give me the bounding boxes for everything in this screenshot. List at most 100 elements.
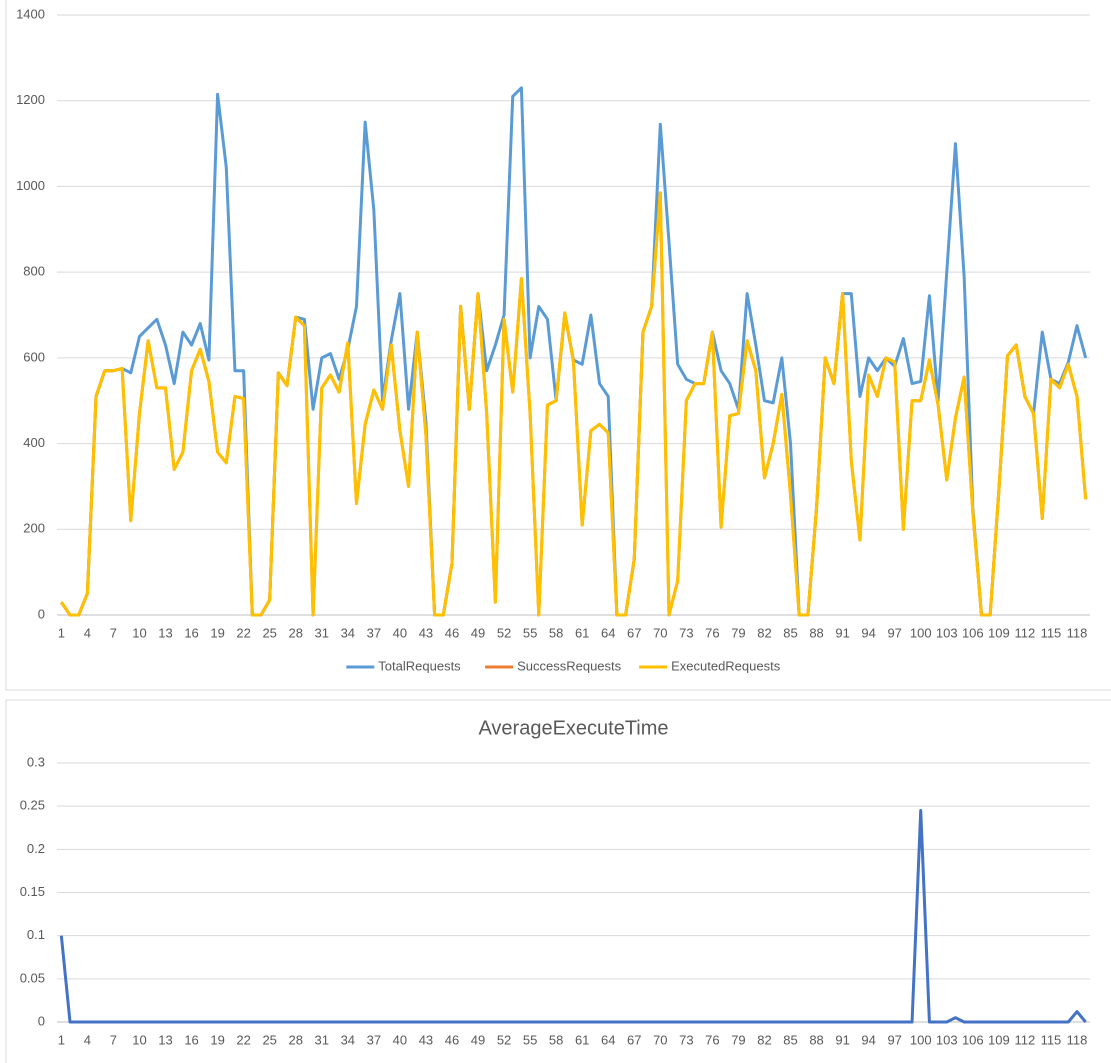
x-tick-label: 25 (262, 625, 276, 640)
legend-label: ExecutedRequests (671, 658, 781, 673)
y-tick-label: 0.2 (27, 841, 45, 856)
x-tick-label: 85 (783, 625, 797, 640)
x-tick-label: 7 (110, 625, 117, 640)
x-tick-label: 49 (471, 1032, 485, 1047)
x-tick-label: 31 (315, 625, 329, 640)
chart-frame (5, 699, 1111, 1063)
y-tick-label: 0.05 (20, 970, 45, 985)
y-tick-label: 0.25 (20, 798, 45, 813)
y-tick-label: 0 (38, 606, 45, 621)
x-tick-label: 106 (962, 1032, 984, 1047)
x-tick-label: 61 (575, 1032, 589, 1047)
x-tick-label: 91 (835, 1032, 849, 1047)
y-tick-label: 0 (38, 1013, 45, 1028)
x-tick-label: 115 (1041, 625, 1062, 640)
x-tick-label: 112 (1015, 1032, 1036, 1047)
y-tick-label: 0.1 (27, 927, 45, 942)
y-tick-label: 1200 (16, 92, 45, 107)
x-tick-label: 73 (679, 625, 693, 640)
x-tick-label: 31 (315, 1032, 329, 1047)
x-tick-label: 22 (236, 625, 250, 640)
series-line (60, 191, 1088, 617)
x-tick-label: 82 (757, 625, 771, 640)
x-tick-label: 67 (627, 625, 641, 640)
x-tick-label: 73 (679, 1032, 693, 1047)
x-tick-label: 43 (419, 625, 433, 640)
y-tick-label: 0.3 (27, 754, 45, 769)
x-tick-label: 28 (288, 625, 302, 640)
x-tick-label: 100 (910, 625, 932, 640)
x-tick-label: 52 (497, 1032, 511, 1047)
x-tick-label: 112 (1015, 625, 1036, 640)
x-tick-label: 34 (341, 625, 355, 640)
x-tick-label: 79 (731, 625, 745, 640)
x-tick-label: 7 (110, 1032, 117, 1047)
x-tick-label: 88 (809, 1032, 823, 1047)
x-tick-label: 58 (549, 1032, 563, 1047)
x-tick-label: 103 (936, 625, 958, 640)
x-tick-label: 16 (184, 1032, 198, 1047)
x-tick-label: 109 (988, 625, 1010, 640)
x-tick-label: 76 (705, 625, 719, 640)
x-tick-label: 55 (523, 625, 537, 640)
x-tick-label: 37 (367, 625, 381, 640)
x-tick-label: 34 (341, 1032, 355, 1047)
series-line (59, 808, 1087, 1024)
chart-title: AverageExecuteTime (478, 717, 668, 739)
x-tick-label: 25 (262, 1032, 276, 1047)
x-tick-label: 103 (936, 1032, 958, 1047)
series-line (60, 191, 1088, 617)
x-tick-label: 70 (653, 1032, 667, 1047)
x-tick-label: 46 (445, 1032, 459, 1047)
x-tick-label: 16 (184, 625, 198, 640)
x-tick-label: 40 (393, 625, 407, 640)
chart-frame (5, 0, 1111, 691)
x-tick-label: 10 (132, 625, 146, 640)
y-tick-label: 800 (23, 264, 45, 279)
x-tick-label: 19 (210, 1032, 224, 1047)
x-tick-label: 67 (627, 1032, 641, 1047)
x-tick-label: 4 (84, 1032, 91, 1047)
x-tick-label: 82 (757, 1032, 771, 1047)
y-tick-label: 400 (23, 435, 45, 450)
x-tick-label: 94 (861, 625, 875, 640)
x-tick-label: 4 (84, 625, 91, 640)
y-tick-label: 1000 (16, 178, 45, 193)
x-tick-label: 109 (988, 1032, 1010, 1047)
x-tick-label: 43 (419, 1032, 433, 1047)
x-tick-label: 118 (1067, 625, 1088, 640)
x-tick-label: 58 (549, 625, 563, 640)
x-tick-label: 94 (861, 1032, 875, 1047)
x-tick-label: 37 (367, 1032, 381, 1047)
x-tick-label: 85 (783, 1032, 797, 1047)
x-tick-label: 64 (601, 1032, 615, 1047)
y-tick-label: 0.15 (20, 884, 45, 899)
x-tick-label: 46 (445, 625, 459, 640)
y-tick-label: 600 (23, 349, 45, 364)
x-tick-label: 1 (58, 1032, 65, 1047)
x-tick-label: 106 (962, 625, 984, 640)
x-tick-label: 28 (288, 1032, 302, 1047)
x-tick-label: 10 (132, 1032, 146, 1047)
x-tick-label: 40 (393, 1032, 407, 1047)
x-tick-label: 118 (1067, 1032, 1088, 1047)
x-tick-label: 115 (1041, 1032, 1062, 1047)
x-tick-label: 70 (653, 625, 667, 640)
x-tick-label: 49 (471, 625, 485, 640)
x-tick-label: 19 (210, 625, 224, 640)
x-tick-label: 55 (523, 1032, 537, 1047)
legend-label: SuccessRequests (517, 658, 622, 673)
x-tick-label: 91 (835, 625, 849, 640)
x-tick-label: 88 (809, 625, 823, 640)
y-tick-label: 200 (23, 521, 45, 536)
x-tick-label: 64 (601, 625, 615, 640)
series-line (60, 86, 1088, 617)
x-tick-label: 1 (58, 625, 65, 640)
x-tick-label: 76 (705, 1032, 719, 1047)
y-tick-label: 1400 (16, 6, 45, 21)
x-tick-label: 61 (575, 625, 589, 640)
x-tick-label: 100 (910, 1032, 932, 1047)
legend-label: TotalRequests (378, 658, 461, 673)
